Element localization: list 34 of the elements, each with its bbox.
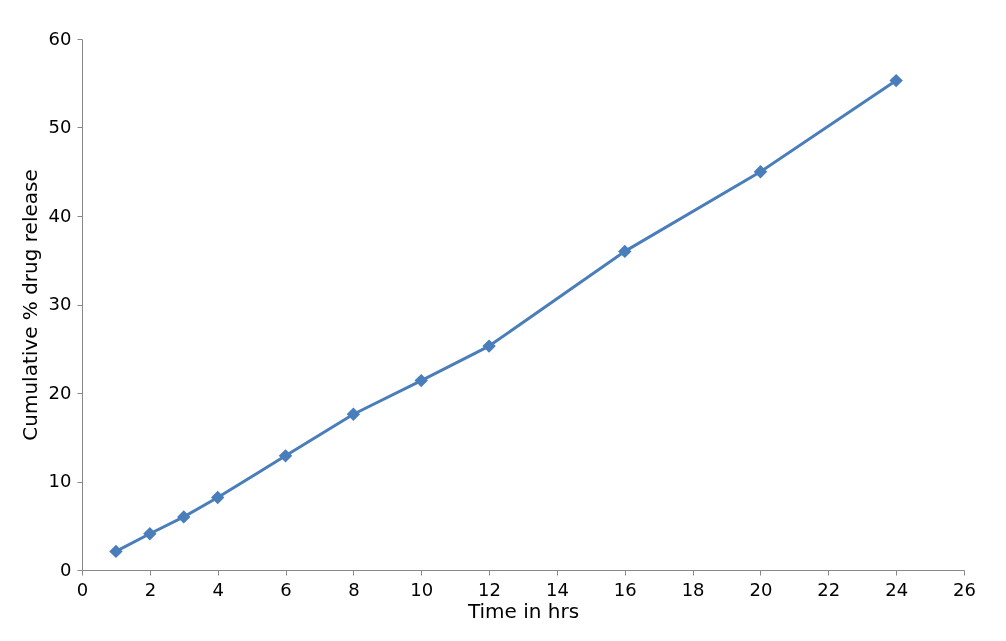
x-tick-label: 16	[613, 578, 637, 600]
point	[482, 339, 496, 353]
x-tick-label: 26	[953, 578, 976, 600]
y-tick-label: 30	[48, 293, 72, 314]
x-tick-label: 2	[144, 578, 157, 600]
y-tick-label: 40	[48, 204, 72, 226]
point	[109, 544, 123, 559]
point	[143, 527, 157, 541]
x-tick-label: 6	[280, 578, 292, 600]
x-tick-label: 8	[348, 578, 360, 600]
y-tick-label: 50	[48, 116, 72, 137]
x-tick-label: 14	[545, 578, 569, 600]
point	[210, 490, 225, 505]
x-tick-label: 4	[212, 578, 224, 600]
x-tick-label: 0	[76, 578, 89, 600]
y-tick-label: 60	[48, 27, 72, 49]
point	[753, 165, 768, 179]
x-tick-label: 24	[885, 578, 909, 600]
point	[346, 407, 361, 421]
point	[177, 510, 191, 524]
point	[278, 449, 293, 463]
point	[618, 244, 632, 259]
y-tick-label: 20	[48, 381, 72, 403]
x-tick-label: 12	[478, 578, 502, 600]
y-tick-label: 10	[48, 470, 72, 491]
x-tick-label: 10	[410, 578, 434, 600]
point	[889, 73, 903, 88]
x-tick-label: 20	[749, 578, 773, 600]
point	[414, 373, 428, 388]
x-tick-label: 22	[817, 578, 841, 600]
x-axis-title: Time in hrs	[466, 598, 580, 623]
x-tick-label: 18	[681, 578, 705, 600]
y-axis-title: Cumulative % drug release	[17, 169, 42, 441]
y-tick-label: 0	[60, 558, 72, 580]
